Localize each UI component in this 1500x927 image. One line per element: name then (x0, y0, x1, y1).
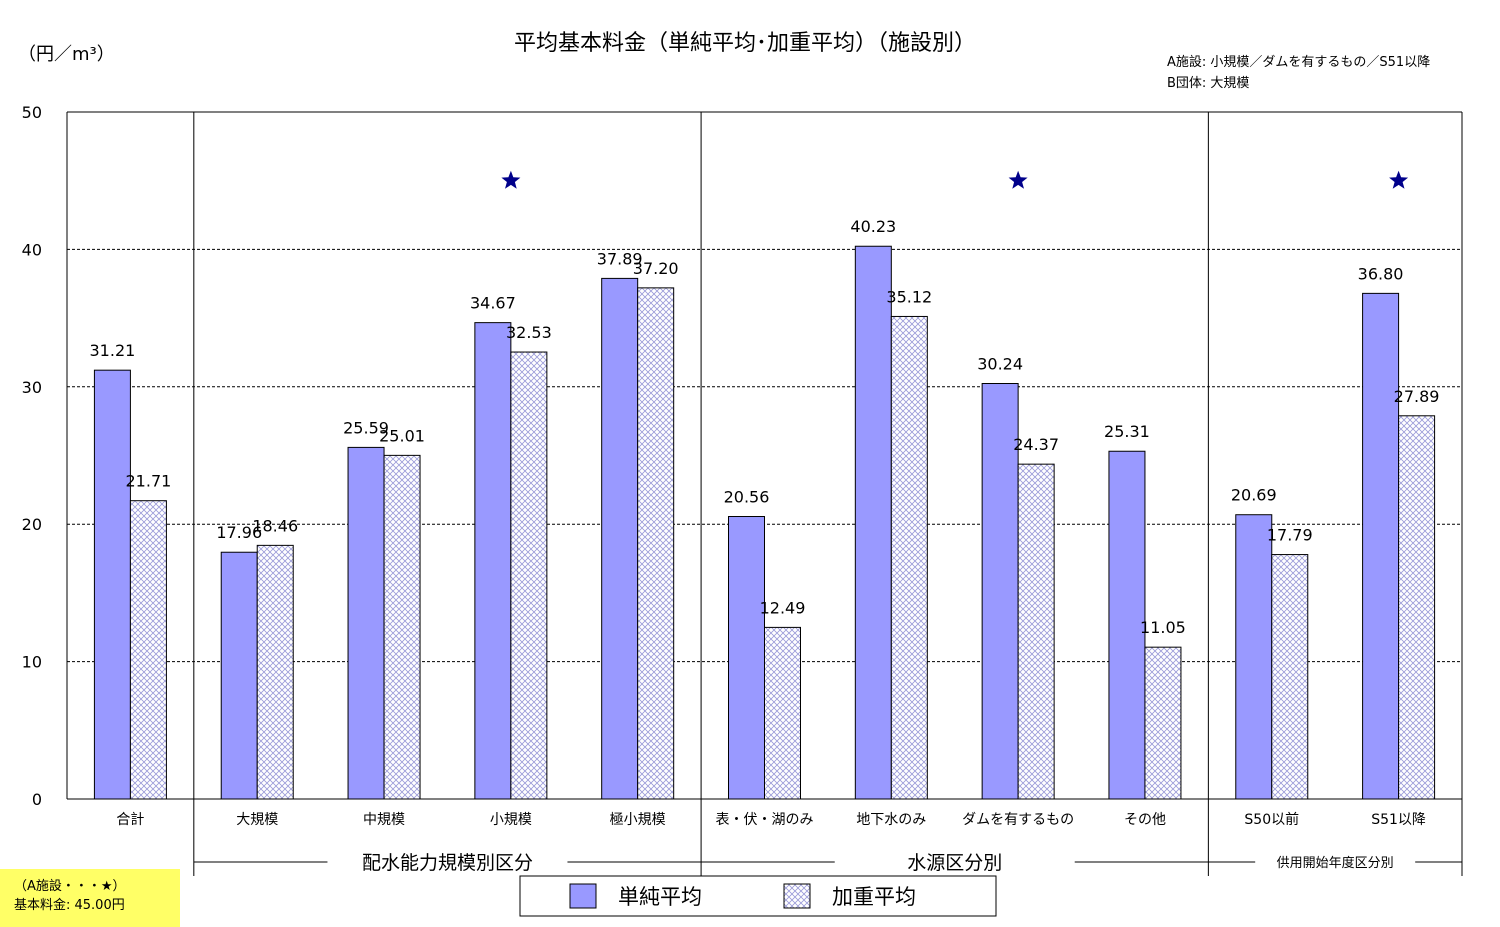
group-label: 供用開始年度区分別 (1277, 855, 1394, 871)
bar-weighted-average (1144, 646, 1182, 800)
x-category-label: ダムを有するもの (962, 812, 1074, 828)
x-category-label: 合計 (116, 812, 144, 828)
value-label-weighted: 32.53 (506, 323, 552, 342)
x-category-label: 中規模 (363, 812, 405, 828)
value-label-simple: 31.21 (90, 341, 136, 360)
bar-weighted-average (637, 287, 675, 800)
bar-simple-average (93, 369, 131, 800)
x-category-label: 極小規模 (610, 812, 666, 828)
bar-weighted-average (764, 626, 801, 800)
bar-simple-average (601, 277, 639, 800)
legend-swatch-weighted (783, 883, 811, 909)
note-b: B団体: 大規模 (1167, 76, 1249, 91)
value-label-weighted: 37.20 (633, 259, 679, 278)
value-label-weighted: 18.46 (252, 516, 298, 535)
x-category-label: 大規模 (236, 812, 278, 828)
y-tick-label: 20 (22, 515, 42, 534)
bar-simple-average (1235, 514, 1273, 800)
bar-simple-average (220, 551, 258, 800)
x-category-label: その他 (1124, 812, 1166, 828)
y-tick-label: 0 (32, 790, 42, 809)
value-label-simple: 17.96 (216, 523, 262, 542)
y-axis-unit: （円／m³） (18, 44, 115, 65)
bar-weighted-average (383, 454, 421, 800)
value-label-simple: 25.31 (1104, 422, 1150, 441)
group-label: 配水能力規模別区分 (362, 852, 533, 874)
bar-simple-average (728, 516, 765, 800)
star-marker (1389, 170, 1409, 189)
y-tick-label: 50 (22, 103, 42, 122)
value-label-weighted: 27.89 (1394, 387, 1440, 406)
value-label-simple: 37.89 (597, 249, 643, 268)
value-label-weighted: 21.71 (126, 472, 172, 491)
star-marker (1008, 170, 1028, 189)
star-marker (501, 170, 521, 189)
value-label-simple: 20.56 (724, 488, 770, 507)
y-tick-label: 30 (22, 378, 42, 397)
legend-label-simple: 単純平均 (618, 885, 702, 909)
note-a: A施設: 小規模／ダムを有するもの／S51以降 (1167, 54, 1430, 70)
bar-weighted-average (1271, 554, 1309, 800)
value-label-weighted: 12.49 (760, 598, 806, 617)
value-label-simple: 25.59 (343, 418, 389, 437)
bar-simple-average (1362, 292, 1400, 800)
bar-weighted-average (510, 351, 548, 800)
x-category-label: S50以前 (1244, 811, 1299, 828)
value-label-weighted: 25.01 (379, 426, 425, 445)
value-label-weighted: 11.05 (1140, 618, 1186, 637)
x-category-label: 地下水のみ (856, 812, 926, 828)
bar-weighted-average (256, 544, 294, 800)
value-label-weighted: 24.37 (1013, 435, 1059, 454)
value-label-weighted: 17.79 (1267, 526, 1313, 545)
star-footnote: （A施設・・・★） 基本料金: 45.00円 (0, 869, 180, 927)
value-label-simple: 34.67 (470, 294, 516, 313)
bar-simple-average (474, 322, 512, 800)
legend-label-weighted: 加重平均 (832, 885, 916, 909)
y-tick-label: 10 (22, 653, 42, 672)
footnote-line1: （A施設・・・★） (14, 879, 126, 894)
x-category-label: 小規模 (490, 812, 532, 828)
bar-weighted-average (129, 500, 167, 800)
x-category-label: 表・伏・湖のみ (716, 812, 814, 828)
group-label: 水源区分別 (907, 852, 1002, 874)
bar-weighted-average (890, 315, 928, 800)
value-label-simple: 30.24 (977, 355, 1023, 374)
x-category-label: S51以降 (1371, 812, 1426, 828)
legend-box (519, 875, 997, 917)
footnote-line2: 基本料金: 45.00円 (14, 898, 125, 913)
bar-weighted-average (1017, 463, 1055, 800)
bar-weighted-average (1398, 415, 1436, 800)
legend-swatch-simple (569, 883, 597, 909)
chart-title: 平均基本料金（単純平均･加重平均）（施設別） (514, 31, 976, 56)
value-label-simple: 36.80 (1358, 264, 1404, 283)
bar-simple-average (854, 245, 892, 800)
value-label-simple: 20.69 (1231, 486, 1277, 505)
value-label-simple: 40.23 (850, 217, 896, 236)
value-label-weighted: 35.12 (886, 287, 932, 306)
y-tick-label: 40 (22, 240, 42, 259)
bar-simple-average (347, 446, 385, 800)
